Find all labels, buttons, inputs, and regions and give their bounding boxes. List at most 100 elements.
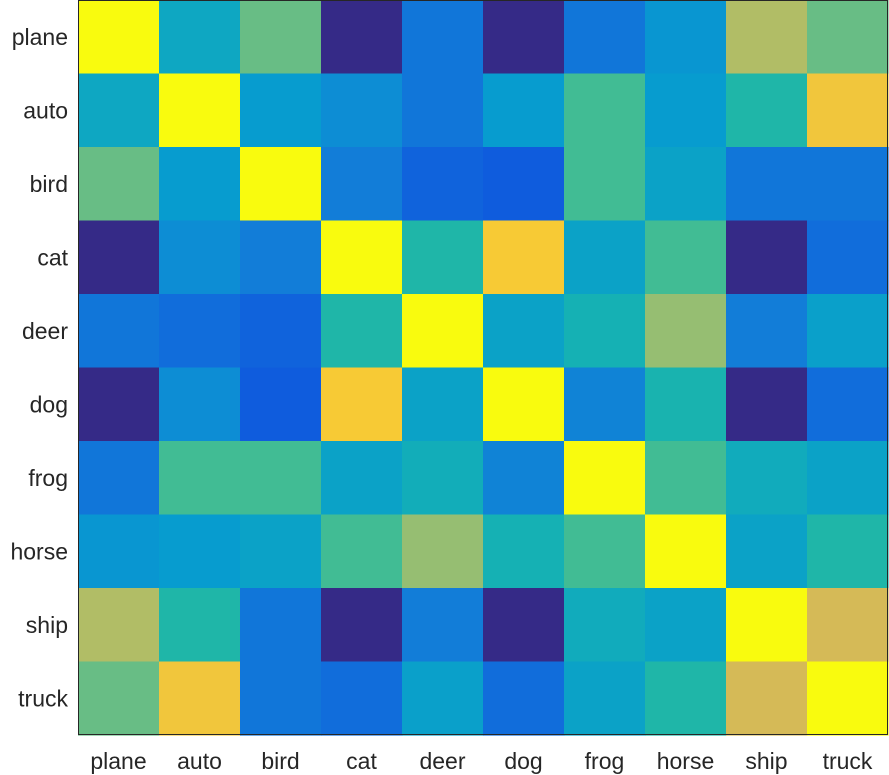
heatmap-cell-horse-truck [807,514,889,589]
heatmap-cell-truck-horse [645,661,727,736]
heatmap-cell-truck-truck [807,661,889,736]
heatmap-cell-deer-cat [321,294,403,369]
heatmap-cell-bird-frog [564,147,646,222]
heatmap-cell-bird-plane [78,147,160,222]
heatmap-cell-deer-frog [564,294,646,369]
heatmap-cell-deer-auto [159,294,241,369]
heatmap-cell-plane-cat [321,0,403,75]
heatmap-cell-auto-auto [159,73,241,148]
heatmap-cell-plane-dog [483,0,565,75]
heatmap-cell-plane-auto [159,0,241,75]
heatmap-cell-cat-deer [402,220,484,295]
heatmap-cell-horse-cat [321,514,403,589]
x-tick-label-cat: cat [346,748,377,774]
heatmap-cell-dog-deer [402,367,484,442]
heatmap-cell-auto-truck [807,73,889,148]
heatmap-cell-truck-ship [726,661,808,736]
heatmap-cell-horse-auto [159,514,241,589]
heatmap-cell-bird-auto [159,147,241,222]
heatmap-cell-cat-truck [807,220,889,295]
heatmap-cell-dog-bird [240,367,322,442]
heatmap-cell-auto-frog [564,73,646,148]
heatmap-cell-auto-plane [78,73,160,148]
heatmap-cell-horse-plane [78,514,160,589]
heatmap-cell-truck-bird [240,661,322,736]
heatmap-cell-horse-deer [402,514,484,589]
x-tick-label-horse: horse [657,748,715,774]
heatmap-cell-plane-truck [807,0,889,75]
heatmap-cell-dog-ship [726,367,808,442]
heatmap-cell-truck-plane [78,661,160,736]
heatmap-cell-cat-bird [240,220,322,295]
heatmap-cell-deer-ship [726,294,808,369]
heatmap-cell-auto-bird [240,73,322,148]
x-tick-labels: plane auto bird cat deer dog frog horse ship truc… [90,748,873,774]
heatmap-cell-bird-truck [807,147,889,222]
heatmap-cell-bird-ship [726,147,808,222]
y-tick-label-dog: dog [30,391,68,417]
heatmap-cell-cat-cat [321,220,403,295]
x-tick-label-frog: frog [585,748,625,774]
heatmap-cell-bird-bird [240,147,322,222]
y-tick-label-horse: horse [10,538,68,564]
heatmap-cell-cat-frog [564,220,646,295]
heatmap-cells [78,0,889,736]
heatmap-cell-cat-horse [645,220,727,295]
y-tick-labels: plane auto bird cat deer dog frog horse ship truc… [10,24,68,712]
heatmap-cell-dog-cat [321,367,403,442]
heatmap-cell-dog-horse [645,367,727,442]
y-tick-label-plane: plane [12,24,68,50]
x-tick-label-dog: dog [504,748,542,774]
heatmap-cell-ship-bird [240,588,322,663]
y-tick-label-frog: frog [28,465,68,491]
heatmap-cell-plane-horse [645,0,727,75]
x-tick-label-ship: ship [745,748,787,774]
heatmap-cell-frog-ship [726,441,808,516]
y-tick-label-truck: truck [18,685,68,711]
y-tick-label-bird: bird [30,171,68,197]
heatmap-cell-horse-horse [645,514,727,589]
heatmap-cell-truck-deer [402,661,484,736]
heatmap-cell-auto-deer [402,73,484,148]
heatmap-cell-frog-cat [321,441,403,516]
heatmap-cell-frog-dog [483,441,565,516]
heatmap-cell-dog-plane [78,367,160,442]
heatmap-cell-dog-dog [483,367,565,442]
y-tick-label-ship: ship [26,612,68,638]
heatmap-cell-ship-horse [645,588,727,663]
heatmap-cell-deer-horse [645,294,727,369]
heatmap-cell-ship-auto [159,588,241,663]
x-tick-label-truck: truck [823,748,873,774]
heatmap-cell-bird-cat [321,147,403,222]
heatmap-cell-truck-cat [321,661,403,736]
heatmap-cell-deer-bird [240,294,322,369]
x-tick-label-plane: plane [90,748,146,774]
heatmap-cell-bird-dog [483,147,565,222]
heatmap-cell-cat-dog [483,220,565,295]
heatmap-cell-frog-deer [402,441,484,516]
heatmap-cell-cat-ship [726,220,808,295]
heatmap-cell-ship-dog [483,588,565,663]
heatmap-cell-cat-plane [78,220,160,295]
heatmap-cell-ship-ship [726,588,808,663]
heatmap-cell-ship-deer [402,588,484,663]
heatmap-cell-plane-frog [564,0,646,75]
heatmap-cell-frog-truck [807,441,889,516]
heatmap-cell-bird-horse [645,147,727,222]
heatmap-cell-frog-frog [564,441,646,516]
heatmap-cell-frog-auto [159,441,241,516]
heatmap-cell-horse-frog [564,514,646,589]
heatmap-cell-ship-cat [321,588,403,663]
heatmap-cell-deer-dog [483,294,565,369]
heatmap-cell-ship-truck [807,588,889,663]
heatmap-cell-horse-bird [240,514,322,589]
x-tick-label-bird: bird [261,748,299,774]
heatmap-cell-ship-plane [78,588,160,663]
heatmap-cell-auto-ship [726,73,808,148]
heatmap-cell-plane-deer [402,0,484,75]
heatmap-cell-horse-dog [483,514,565,589]
heatmap-cell-horse-ship [726,514,808,589]
heatmap-cell-auto-cat [321,73,403,148]
heatmap-cell-frog-plane [78,441,160,516]
